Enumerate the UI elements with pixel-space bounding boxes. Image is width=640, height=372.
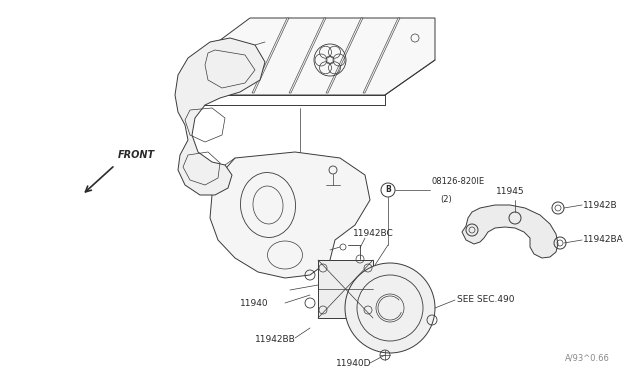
Polygon shape bbox=[363, 18, 400, 93]
Text: A/93^0.66: A/93^0.66 bbox=[565, 353, 610, 362]
Text: 11945: 11945 bbox=[496, 187, 524, 196]
Text: B: B bbox=[385, 186, 391, 195]
Circle shape bbox=[345, 263, 435, 353]
Text: 11942BC: 11942BC bbox=[353, 228, 394, 237]
Text: 11940D: 11940D bbox=[336, 359, 371, 368]
Text: 11940: 11940 bbox=[240, 298, 269, 308]
Text: 11942BA: 11942BA bbox=[583, 235, 624, 244]
Polygon shape bbox=[318, 260, 373, 318]
Polygon shape bbox=[252, 18, 289, 93]
Text: 11942B: 11942B bbox=[583, 201, 618, 209]
Text: SEE SEC.490: SEE SEC.490 bbox=[457, 295, 515, 304]
Text: (2): (2) bbox=[440, 195, 452, 204]
Polygon shape bbox=[462, 205, 558, 258]
Polygon shape bbox=[210, 152, 370, 278]
Text: 08126-820IE: 08126-820IE bbox=[432, 177, 485, 186]
Polygon shape bbox=[326, 18, 363, 93]
Text: FRONT: FRONT bbox=[118, 150, 155, 160]
Polygon shape bbox=[200, 18, 435, 95]
Polygon shape bbox=[289, 18, 326, 93]
Polygon shape bbox=[175, 38, 265, 195]
Text: 11942BB: 11942BB bbox=[255, 336, 296, 344]
